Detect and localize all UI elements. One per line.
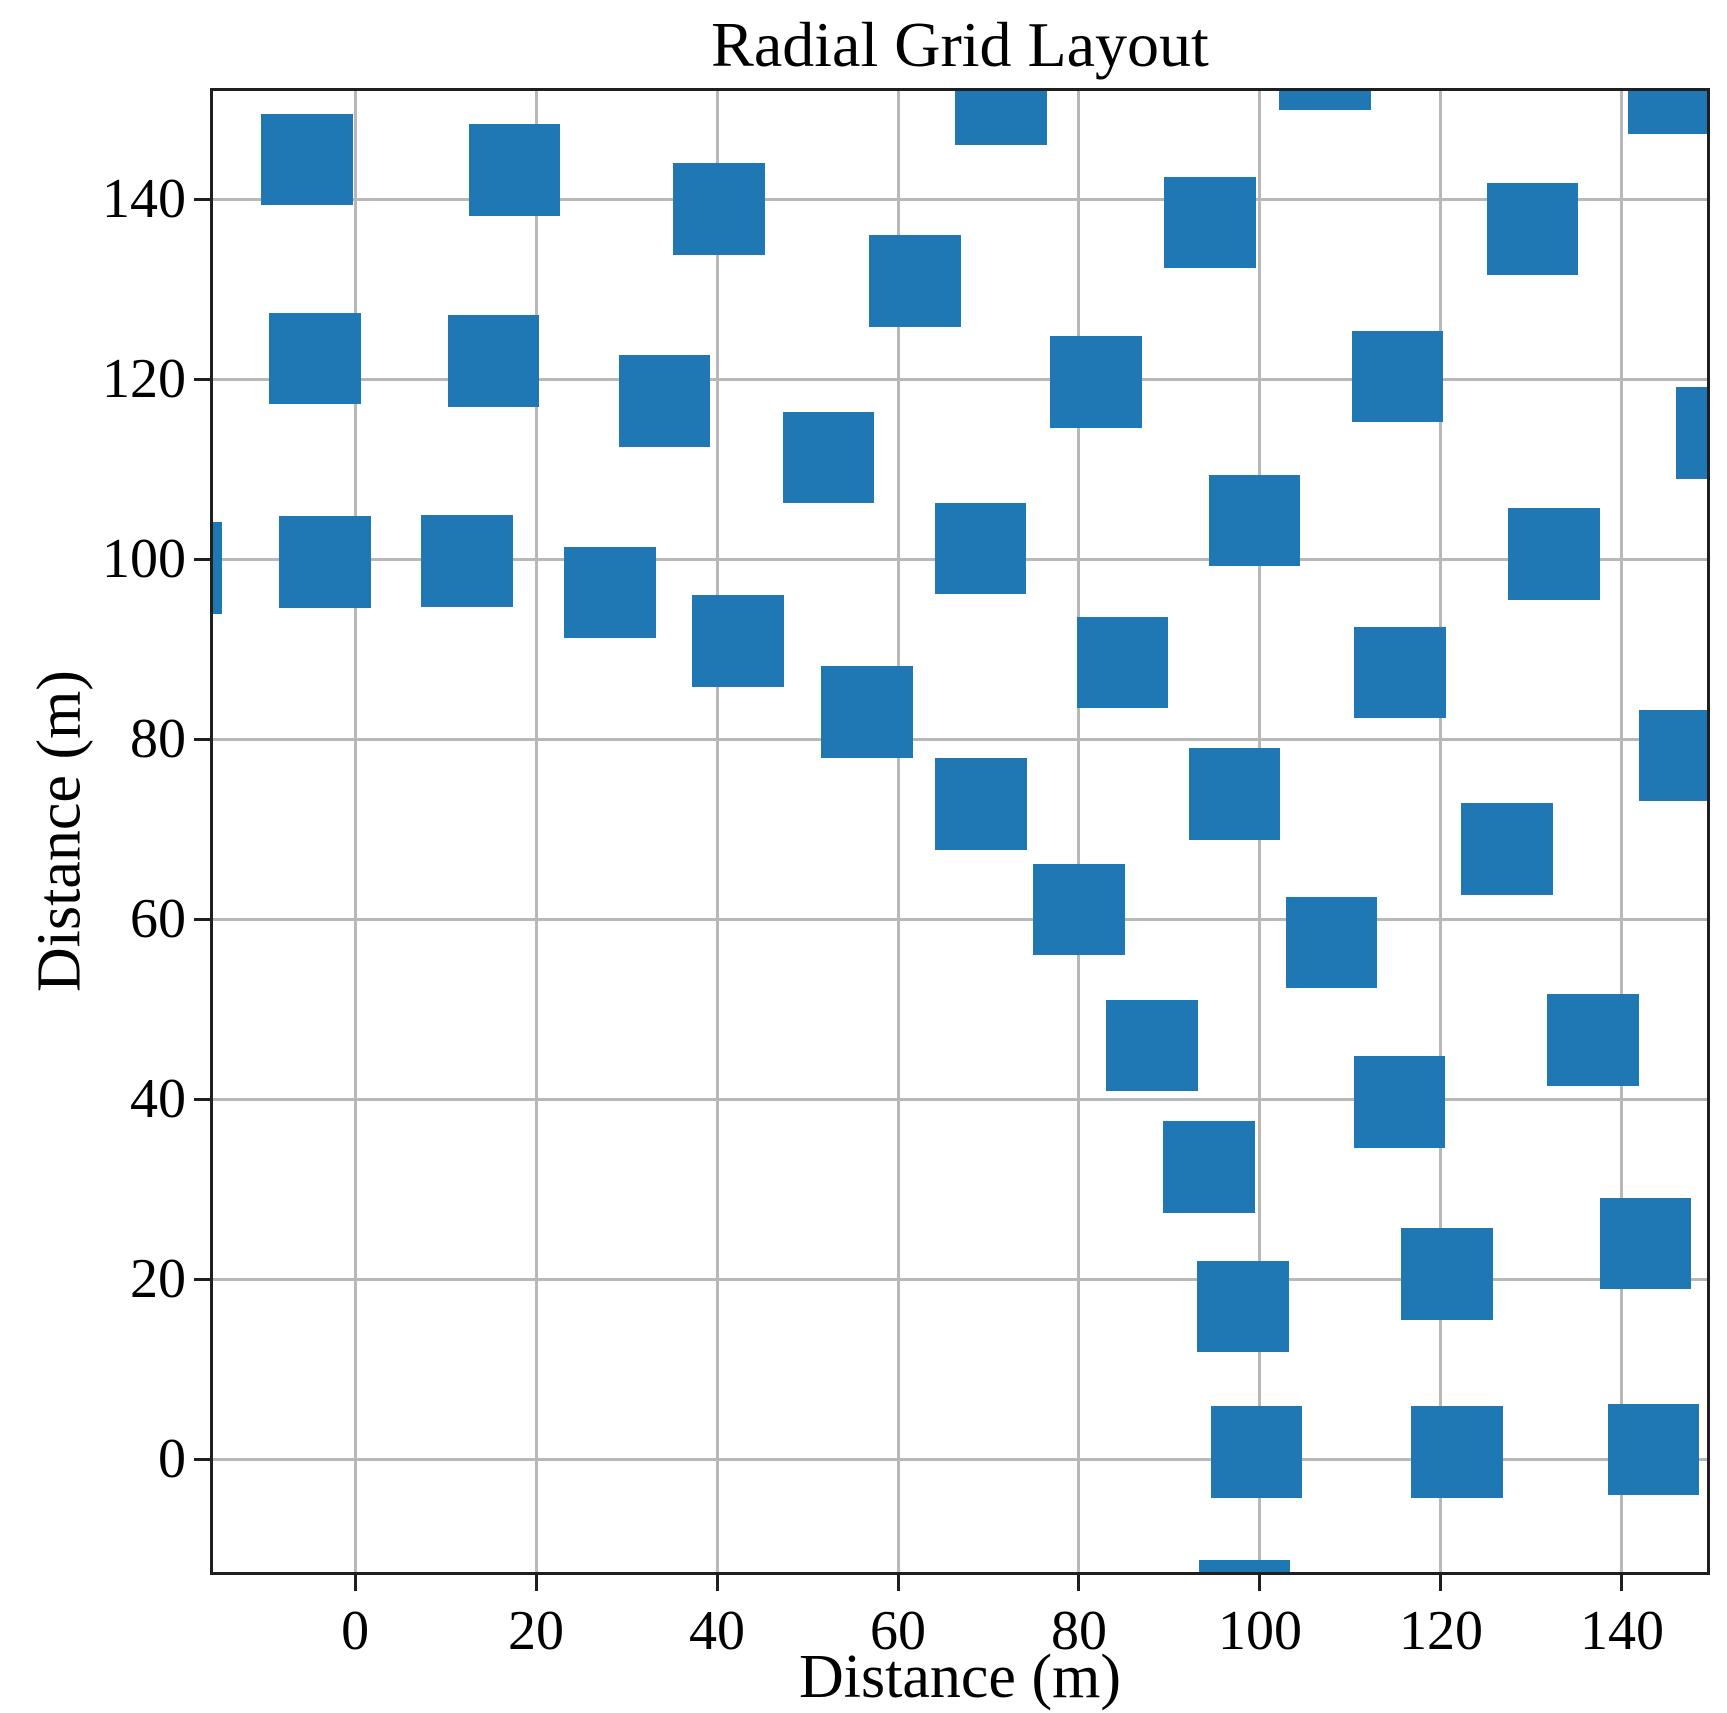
y-tick-label: 100 [102,528,186,591]
scatter-square-marker [1198,1560,1291,1572]
scatter-square-marker [1279,91,1371,110]
x-tick-mark [1077,1575,1081,1591]
scatter-square-marker [1163,1121,1256,1213]
x-tick-mark [896,1575,900,1591]
y-tick-mark [194,737,210,741]
y-tick-label: 0 [158,1428,186,1491]
x-gridline [1077,91,1081,1572]
x-axis-label: Distance (m) [799,1643,1121,1711]
y-gridline [213,1097,1707,1101]
x-tick-label: 0 [341,1600,370,1662]
scatter-square-marker [1607,1403,1700,1496]
scatter-square-marker [468,124,561,217]
scatter-square-marker [955,91,1047,145]
y-tick-mark [194,197,210,201]
x-gridline [534,91,538,1572]
x-gridline [1620,91,1624,1572]
scatter-square-marker [1353,1056,1446,1148]
y-tick-label: 60 [130,888,186,951]
scatter-square-marker [1106,999,1199,1092]
scatter-square-marker [869,235,961,327]
y-tick-mark [194,557,210,561]
x-tick-label: 60 [870,1600,926,1662]
scatter-square-marker [1351,330,1444,423]
scatter-square-marker [1547,994,1639,1086]
scatter-square-marker [1486,182,1579,275]
y-gridline [213,377,1707,381]
x-gridline [715,91,719,1572]
scatter-square-marker [1508,507,1600,600]
y-tick-label: 20 [130,1248,186,1311]
y-gridline [213,737,1707,741]
y-tick-label: 120 [102,348,186,411]
scatter-square-marker [1208,474,1301,567]
x-gridline [1439,91,1443,1572]
scatter-square-marker [1599,1197,1692,1290]
y-tick-label: 40 [130,1068,186,1131]
x-tick-label: 20 [508,1600,565,1662]
scatter-square-marker [935,758,1028,850]
x-tick-label: 80 [1050,1600,1107,1662]
scatter-square-marker [1164,176,1256,269]
scatter-square-marker [934,502,1027,595]
scatter-square-marker [1411,1406,1504,1499]
x-tick-label: 100 [1217,1600,1302,1662]
scatter-square-marker [279,516,371,608]
scatter-square-marker [213,522,222,614]
scatter-square-marker [1050,335,1142,428]
x-tick-mark [1258,1575,1262,1591]
scatter-square-marker [1196,1260,1289,1353]
scatter-square-marker [564,546,657,639]
scatter-square-marker [1354,626,1447,719]
y-tick-mark [194,1277,210,1281]
y-gridline [213,917,1707,921]
scatter-square-marker [261,113,353,206]
chart-title: Radial Grid Layout [711,9,1209,80]
y-tick-mark [194,1097,210,1101]
scatter-square-marker [1188,748,1281,840]
scatter-square-marker [1033,863,1125,956]
plot-area [210,88,1710,1575]
y-gridline [213,197,1707,201]
y-tick-label: 80 [130,708,186,771]
scatter-square-marker [1675,387,1707,479]
scatter-square-marker [1210,1406,1303,1499]
scatter-square-marker [1639,709,1707,802]
scatter-square-marker [782,411,875,504]
scatter-square-marker [269,312,362,405]
x-tick-label: 120 [1398,1600,1483,1662]
x-tick-mark [1439,1575,1443,1591]
x-tick-label: 140 [1579,1600,1664,1662]
x-tick-mark [1620,1575,1624,1591]
scatter-square-marker [618,354,711,447]
x-tick-mark [353,1575,357,1591]
scatter-square-marker [1461,803,1553,895]
scatter-square-marker [821,666,914,758]
x-tick-mark [715,1575,719,1591]
scatter-square-marker [673,163,765,255]
y-gridline [213,1277,1707,1281]
scatter-square-marker [447,315,540,407]
y-tick-mark [194,377,210,381]
scatter-square-marker [692,595,784,687]
x-gridline [896,91,900,1572]
y-axis-label: Distance (m) [25,670,94,992]
x-tick-mark [534,1575,538,1591]
y-tick-mark [194,1457,210,1461]
scatter-square-marker [1285,896,1378,989]
y-tick-mark [194,917,210,921]
scatter-square-marker [1076,616,1169,709]
scatter-square-marker [1401,1228,1494,1320]
scatter-square-marker [1627,91,1707,135]
y-gridline [213,1457,1707,1461]
y-tick-label: 140 [102,168,186,231]
scatter-square-marker [421,515,514,607]
x-gridline [353,91,357,1572]
x-tick-label: 40 [689,1600,746,1662]
